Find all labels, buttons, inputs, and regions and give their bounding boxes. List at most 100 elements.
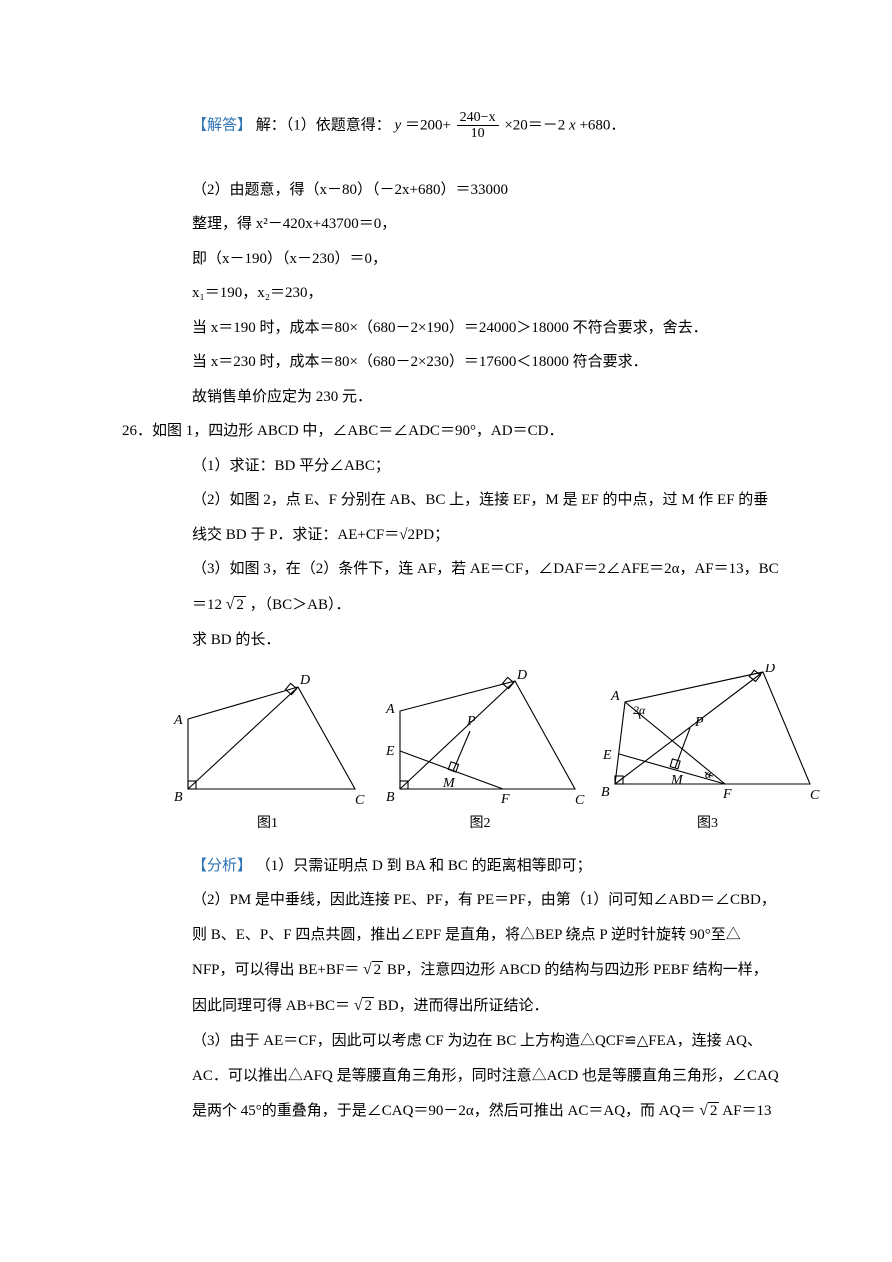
text: （2）如图 2，点 E、F 分别在 AB、BC 上，连接 EF，M 是 EF 的…: [192, 492, 768, 508]
text: 整理，得 x²－420x+43700＝0，: [192, 216, 396, 232]
text: ＝200+: [405, 117, 451, 133]
text: 26．如图 1，四边形 ABCD 中，∠ABC＝∠ADC＝90°，AD＝CD．: [122, 417, 563, 446]
svg-text:E: E: [602, 748, 612, 763]
text: （3）如图 3，在（2）条件下，连 AF，若 AE＝CF，∠DAF＝2∠AFE＝…: [192, 561, 779, 577]
text: （1）求证：BD 平分∠ABC；: [192, 458, 390, 474]
analysis-line: （2）PM 是中垂线，因此连接 PE、PF，有 PE＝PF，由第（1）问可知∠A…: [150, 886, 792, 915]
q26-part2a: （2）如图 2，点 E、F 分别在 AB、BC 上，连接 EF，M 是 EF 的…: [150, 486, 792, 515]
sqrt-icon: 2: [363, 955, 383, 985]
analysis-line: 因此同理可得 AB+BC＝ 2 BD，进而得出所证结论．: [150, 991, 792, 1021]
svg-text:D: D: [764, 664, 775, 676]
analysis-line: AC．可以推出△AFQ 是等腰直角三角形，同时注意△ACD 也是等腰直角三角形，…: [150, 1062, 792, 1091]
solution-line-1: 【解答】 解：（1）依题意得： y ＝200+ 240−x 10 ×20＝－2 …: [150, 110, 792, 142]
jieda-tag: 【解答】: [192, 117, 252, 133]
text: 因此同理可得 AB+BC＝: [192, 998, 350, 1014]
text: 2: [372, 961, 384, 978]
text: （2）由题意，得（x－80）（－2x+680）＝33000: [192, 182, 508, 198]
analysis-line: （3）由于 AE＝CF，因此可以考虑 CF 为边在 BC 上方构造△QCF≌△F…: [150, 1027, 792, 1056]
analysis-line: 则 B、E、P、F 四点共圆，推出∠EPF 是直角，将△BEP 绕点 P 逆时针…: [150, 921, 792, 950]
svg-text:2α: 2α: [633, 703, 646, 717]
text: BP，注意四边形 ABCD 的结构与四边形 PEBF 结构一样，: [387, 962, 768, 978]
svg-text:D: D: [516, 669, 527, 683]
svg-text:B: B: [174, 790, 183, 805]
text: 故销售单价应定为 230 元．: [192, 389, 372, 405]
question-26: 26．如图 1，四边形 ABCD 中，∠ABC＝∠ADC＝90°，AD＝CD．: [122, 417, 792, 446]
text: （2）PM 是中垂线，因此连接 PE、PF，有 PE＝PF，由第（1）问可知∠A…: [192, 892, 776, 908]
svg-text:F: F: [722, 787, 732, 802]
fig2-svg: A B C D E F M P: [375, 669, 585, 809]
svg-text:D: D: [299, 673, 310, 688]
figures-row: A B C D 图1 A: [170, 664, 792, 838]
q26-part1: （1）求证：BD 平分∠ABC；: [150, 452, 792, 481]
svg-text:P: P: [694, 715, 704, 730]
svg-text:A: A: [610, 689, 620, 704]
fenxi-tag: 【分析】: [192, 858, 252, 874]
frac-den: 10: [457, 126, 499, 141]
sol-line: 当 x＝230 时，成本＝80×（680－2×230）＝17600＜18000 …: [150, 348, 792, 377]
text: 即（x－190）（x－230）＝0，: [192, 251, 387, 267]
text: +680．: [579, 117, 625, 133]
q26-part3a: （3）如图 3，在（2）条件下，连 AF，若 AE＝CF，∠DAF＝2∠AFE＝…: [150, 555, 792, 584]
text: ×20＝－2: [504, 117, 565, 133]
text: 求 BD 的长．: [192, 632, 280, 648]
fig3-label: 图3: [595, 811, 820, 838]
analysis-line: 是两个 45°的重叠角，于是∠CAQ＝90－2α，然后可推出 AC＝AQ，而 A…: [150, 1096, 792, 1126]
q26-part2b: 线交 BD 于 P．求证：AE+CF＝√2PD；: [150, 521, 792, 550]
text: BD，进而得出所证结论．: [378, 998, 549, 1014]
fig2-label: 图2: [375, 811, 585, 838]
fig3-svg: A B C D E F M P α 2α: [595, 664, 820, 809]
sol-line: x₁＝190，x₂＝230，: [150, 279, 792, 308]
analysis-line: NFP，可以得出 BE+BF＝ 2 BP，注意四边形 ABCD 的结构与四边形 …: [150, 955, 792, 985]
var-y: y: [395, 117, 402, 133]
text: 2: [708, 1102, 720, 1119]
sqrt-icon: 2: [699, 1096, 719, 1126]
frac-num: 240−x: [457, 110, 499, 126]
text: 线交 BD 于 P．求证：AE+CF＝√2PD；: [192, 527, 449, 543]
sol-line: 整理，得 x²－420x+43700＝0，: [150, 210, 792, 239]
svg-text:E: E: [385, 744, 395, 759]
svg-text:C: C: [810, 788, 820, 803]
var-x: x: [569, 117, 576, 133]
text: （1）只需证明点 D 到 BA 和 BC 的距离相等即可；: [256, 858, 592, 874]
sol-line: 即（x－190）（x－230）＝0，: [150, 245, 792, 274]
text: NFP，可以得出 BE+BF＝: [192, 962, 359, 978]
svg-text:B: B: [386, 790, 395, 805]
sqrt-icon: 2: [354, 991, 374, 1021]
text: 当 x＝190 时，成本＝80×（680－2×190）＝24000＞18000 …: [192, 320, 708, 336]
sol-line: （2）由题意，得（x－80）（－2x+680）＝33000: [150, 176, 792, 205]
spacer: [150, 148, 792, 176]
svg-text:F: F: [500, 792, 510, 807]
text: 当 x＝230 时，成本＝80×（680－2×230）＝17600＜18000 …: [192, 354, 648, 370]
q26-part4: 求 BD 的长．: [150, 626, 792, 655]
text: ＝12: [192, 597, 222, 613]
svg-text:α: α: [705, 767, 712, 781]
sqrt-icon: 2: [226, 590, 246, 620]
svg-text:A: A: [173, 713, 183, 728]
sol-line: 当 x＝190 时，成本＝80×（680－2×190）＝24000＞18000 …: [150, 314, 792, 343]
text: AF＝13: [722, 1103, 771, 1119]
text: （3）由于 AE＝CF，因此可以考虑 CF 为边在 BC 上方构造△QCF≌△F…: [192, 1033, 762, 1049]
fraction: 240−x 10: [457, 110, 499, 142]
svg-text:C: C: [355, 793, 365, 808]
sol-line: 故销售单价应定为 230 元．: [150, 383, 792, 412]
fig1-label: 图1: [170, 811, 365, 838]
text: 是两个 45°的重叠角，于是∠CAQ＝90－2α，然后可推出 AC＝AQ，而 A…: [192, 1103, 695, 1119]
q26-part3b: ＝12 2 ，（BC＞AB）．: [150, 590, 792, 620]
text: 2: [234, 596, 246, 613]
svg-text:B: B: [601, 785, 610, 800]
text: ，（BC＞AB）．: [250, 597, 351, 613]
analysis-line: 【分析】 （1）只需证明点 D 到 BA 和 BC 的距离相等即可；: [150, 852, 792, 881]
svg-text:M: M: [442, 776, 456, 791]
figure-3: A B C D E F M P α 2α 图3: [595, 664, 820, 838]
figure-2: A B C D E F M P 图2: [375, 669, 585, 838]
text: AC．可以推出△AFQ 是等腰直角三角形，同时注意△ACD 也是等腰直角三角形，…: [192, 1068, 779, 1084]
text: 解：（1）依题意得：: [256, 117, 391, 133]
figure-1: A B C D 图1: [170, 669, 365, 838]
svg-text:A: A: [385, 702, 395, 717]
fig1-svg: A B C D: [170, 669, 365, 809]
svg-text:M: M: [670, 773, 684, 788]
text: x₁＝190，x₂＝230，: [192, 285, 322, 301]
svg-text:C: C: [575, 793, 585, 808]
text: 则 B、E、P、F 四点共圆，推出∠EPF 是直角，将△BEP 绕点 P 逆时针…: [192, 927, 741, 943]
text: 2: [362, 997, 374, 1014]
